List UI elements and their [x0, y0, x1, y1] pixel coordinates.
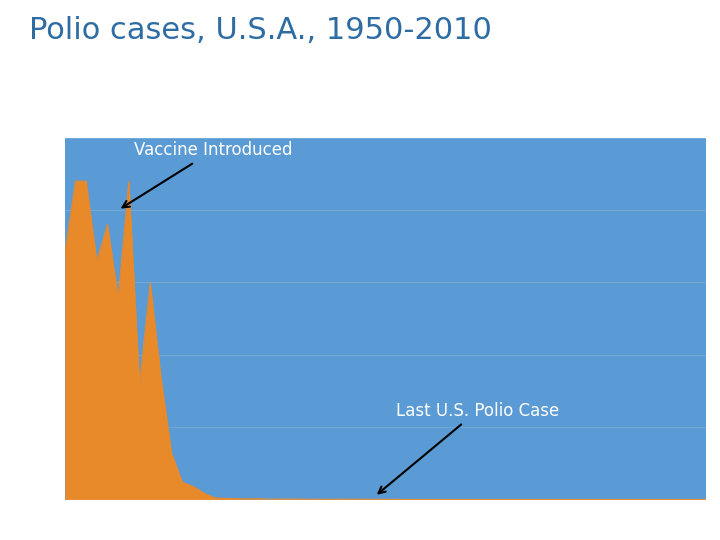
Text: Vaccine Introduced: Vaccine Introduced	[122, 141, 293, 207]
Text: Polio cases, U.S.A., 1950-2010: Polio cases, U.S.A., 1950-2010	[29, 16, 492, 45]
Text: Last U.S. Polio Case: Last U.S. Polio Case	[379, 402, 559, 494]
